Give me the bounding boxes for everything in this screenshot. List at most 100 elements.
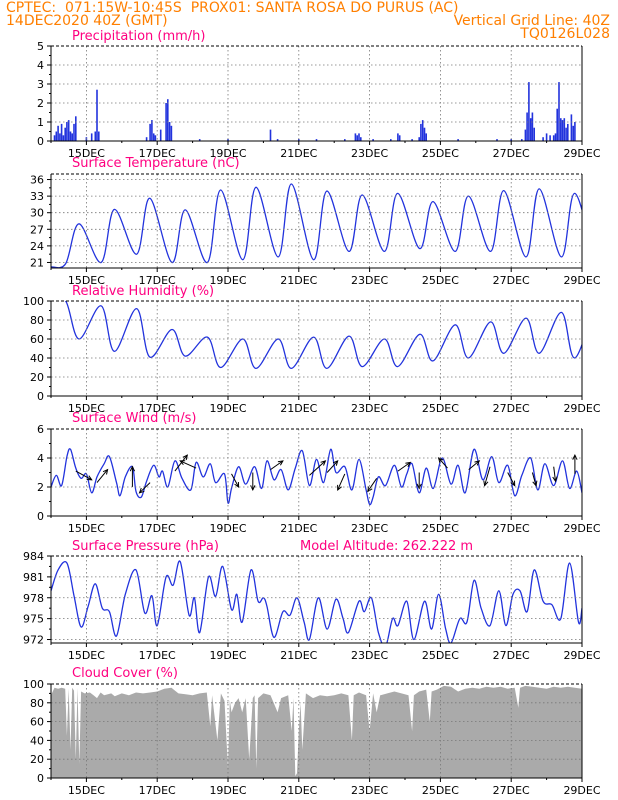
humidity-ytick-label: 0 — [37, 390, 44, 403]
precip-bar — [533, 127, 535, 141]
temperature-xtick-label: 15DEC — [68, 274, 105, 287]
wind-arrow — [507, 472, 516, 486]
wind-arrow-head — [332, 460, 339, 466]
wind-xtick-label: 25DEC — [422, 522, 459, 535]
precip-bar — [574, 122, 576, 141]
wind-arrow-head — [510, 480, 516, 487]
precip-bar — [457, 139, 459, 141]
precip-bar — [59, 133, 61, 141]
wind-arrow-head — [179, 460, 186, 466]
precip-bar — [149, 123, 151, 141]
precip-bar — [558, 82, 560, 141]
cloud-title: Cloud Cover (%) — [72, 666, 178, 681]
pressure-ytick-label: 984 — [23, 550, 44, 563]
precip-bar — [198, 139, 201, 141]
cloud-ytick-label: 60 — [30, 716, 44, 729]
cloud-xtick-label: 27DEC — [493, 784, 530, 797]
precip-bar — [60, 123, 63, 141]
precip-bar — [315, 139, 318, 141]
cloud-ytick-label: 80 — [30, 697, 44, 710]
precip-bar — [358, 133, 360, 141]
header-vertical-grid: Vertical Grid Line: 40Z — [453, 13, 610, 29]
precip-bar — [570, 114, 573, 141]
precip-bar — [53, 135, 56, 141]
humidity-ytick-label: 60 — [30, 333, 44, 346]
precip-xtick-label: 19DEC — [209, 147, 246, 160]
precip-bar — [390, 139, 392, 141]
pressure-xtick-label: 27DEC — [493, 649, 530, 662]
pressure-ytick-label: 981 — [23, 571, 44, 584]
wind-arrow-head — [552, 476, 558, 483]
temperature-xtick-label: 25DEC — [422, 274, 459, 287]
humidity-xtick-label: 27DEC — [493, 402, 530, 415]
temperature-ytick-label: 24 — [30, 240, 44, 253]
precip-bar — [528, 82, 530, 141]
cloud-xtick-label: 29DEC — [563, 784, 600, 797]
temperature-ytick-label: 30 — [30, 207, 44, 220]
humidity-ytick-label: 20 — [30, 371, 44, 384]
precip-ytick-label: 1 — [37, 116, 44, 129]
precip-ytick-label: 4 — [37, 59, 44, 72]
precip-bar — [510, 139, 512, 141]
precip-bar — [356, 135, 358, 141]
humidity-xtick-label: 29DEC — [563, 402, 600, 415]
temperature-ytick-label: 33 — [30, 190, 44, 203]
temperature-xtick-label: 27DEC — [493, 274, 530, 287]
precip-title: Precipitation (mm/h) — [72, 29, 206, 44]
precip-xtick-label: 29DEC — [563, 147, 600, 160]
temperature-xtick-label: 23DEC — [351, 274, 388, 287]
wind-arrow — [139, 482, 151, 494]
header-station: CPTEC: 071:15W-10:45S PROX01: SANTA ROSA… — [6, 0, 459, 16]
temperature-xtick-label: 29DEC — [563, 274, 600, 287]
precip-bar — [165, 103, 167, 141]
precip-bar — [55, 131, 58, 141]
precip-bar — [545, 133, 548, 141]
humidity-ytick-label: 40 — [30, 352, 44, 365]
precip-bar — [227, 139, 229, 141]
pressure-xtick-label: 19DEC — [209, 649, 246, 662]
wind-arrow — [96, 469, 108, 483]
precip-bar — [69, 131, 72, 141]
precip-bar — [423, 127, 426, 141]
precip-bar — [552, 135, 555, 141]
cloud-xtick-label: 15DEC — [68, 784, 105, 797]
pressure-xtick-label: 21DEC — [280, 649, 317, 662]
precip-bar — [563, 118, 566, 141]
header-model-code: TQ0126L028 — [520, 26, 610, 42]
wind-arrow-head — [277, 460, 284, 466]
humidity-xtick-label: 19DEC — [209, 402, 246, 415]
precip-bar — [67, 120, 70, 141]
wind-arrow — [270, 460, 284, 471]
wind-arrow-head — [367, 486, 373, 493]
wind-arrow-head — [416, 483, 422, 490]
precip-ytick-label: 3 — [37, 78, 44, 91]
precip-bar — [167, 99, 169, 141]
precip-bar — [549, 135, 551, 141]
humidity-xtick-label: 25DEC — [422, 402, 459, 415]
precip-ytick-label: 5 — [37, 40, 44, 53]
precip-bar — [360, 137, 362, 141]
cloud-ytick-label: 0 — [37, 772, 44, 785]
precip-ytick-label: 0 — [37, 135, 44, 148]
precip-bar — [168, 122, 171, 141]
precip-bar — [66, 122, 68, 141]
humidity-ytick-label: 100 — [23, 295, 44, 308]
wind-xtick-label: 17DEC — [139, 522, 176, 535]
pressure-xtick-label: 15DEC — [68, 649, 105, 662]
cloud-xtick-label: 25DEC — [422, 784, 459, 797]
temperature-ytick-label: 21 — [30, 256, 44, 269]
precip-bar — [75, 116, 77, 141]
wind-arrow — [531, 472, 537, 486]
precip-bar — [145, 137, 148, 141]
wind-arrow-head — [320, 460, 327, 466]
wind-xtick-label: 29DEC — [563, 522, 600, 535]
precip-bar — [159, 129, 162, 141]
wind-arrow — [309, 460, 326, 476]
precip-bar — [269, 129, 272, 141]
precip-bar — [560, 118, 562, 141]
humidity-title: Relative Humidity (%) — [72, 284, 215, 299]
cloud-xtick-label: 19DEC — [209, 784, 246, 797]
wind-arrow — [397, 461, 411, 472]
precip-xtick-label: 25DEC — [422, 147, 459, 160]
